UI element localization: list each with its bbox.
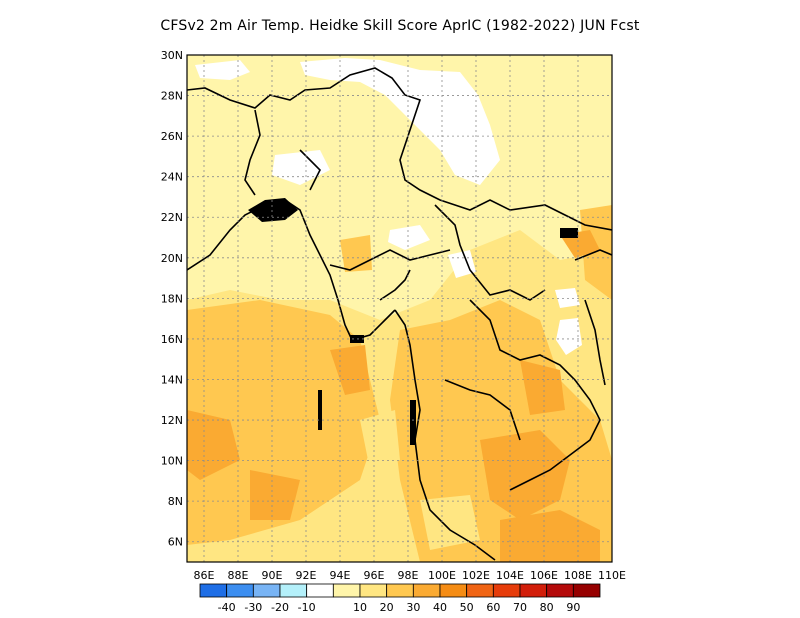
lon-label: 90E <box>262 569 283 582</box>
colorbar-label: 60 <box>486 601 500 614</box>
lon-label: 98E <box>398 569 419 582</box>
colorbar-label: -10 <box>298 601 316 614</box>
lon-label: 102E <box>462 569 490 582</box>
lat-label: 20N <box>161 252 183 265</box>
colorbar-label: 30 <box>406 601 420 614</box>
lat-label: 18N <box>161 292 183 305</box>
colorbar-labels: -40 -30 -20 -10 10 20 30 40 50 60 70 80 90 <box>218 601 581 614</box>
colorbar-label: 80 <box>540 601 554 614</box>
colorbar-swatch <box>386 583 414 598</box>
colorbar-swatch <box>466 583 494 598</box>
colorbar-label: -40 <box>218 601 236 614</box>
latitude-labels: 30N 28N 26N 24N 22N 20N 18N 16N 14N 12N 10N 8N 6N <box>161 49 183 549</box>
lon-label: 104E <box>496 569 524 582</box>
colorbar-label: 40 <box>433 601 447 614</box>
colorbar-swatch <box>546 583 574 598</box>
colorbar-swatch <box>279 583 308 598</box>
colorbar-swatch <box>439 583 468 598</box>
lat-label: 16N <box>161 333 183 346</box>
lon-label: 96E <box>364 569 385 582</box>
map-frame <box>186 54 613 563</box>
longitude-labels: 86E 88E 90E 92E 94E 96E 98E 100E 102E 104E 106E 108… <box>194 569 626 582</box>
colorbar-label: 20 <box>380 601 394 614</box>
colorbar-label: -20 <box>271 601 289 614</box>
lat-label: 28N <box>161 90 183 103</box>
lat-label: 22N <box>161 211 183 224</box>
colorbar-swatch <box>306 583 334 598</box>
lon-label: 94E <box>330 569 351 582</box>
colorbar-swatch <box>226 583 254 598</box>
colorbar-swatch <box>492 583 521 598</box>
colorbar-label: 90 <box>566 601 580 614</box>
lat-label: 10N <box>161 455 183 468</box>
lat-label: 24N <box>161 171 183 184</box>
colorbar-label: 50 <box>460 601 474 614</box>
lat-label: 14N <box>161 373 183 386</box>
colorbar-swatch <box>332 583 361 598</box>
colorbar-label: 10 <box>353 601 367 614</box>
lat-lon-grid <box>187 55 612 562</box>
lon-label: 86E <box>194 569 215 582</box>
colorbar-swatch <box>519 583 548 598</box>
colorbar-label: 70 <box>513 601 527 614</box>
lat-label: 26N <box>161 130 183 143</box>
map-title: CFSv2 2m Air Temp. Heidke Skill Score Ap… <box>160 18 640 34</box>
lat-label: 12N <box>161 414 183 427</box>
colorbar-swatch <box>199 583 228 598</box>
lat-label: 6N <box>168 536 183 549</box>
lon-label: 92E <box>296 569 317 582</box>
lon-label: 88E <box>228 569 249 582</box>
colorbar-swatch <box>252 583 281 598</box>
colorbar-swatch <box>412 583 441 598</box>
skill-score-field <box>187 55 612 562</box>
lon-label: 100E <box>428 569 456 582</box>
colorbar-label: -30 <box>244 601 262 614</box>
colorbar <box>199 583 601 598</box>
colorbar-swatch <box>572 583 601 598</box>
colorbar-swatch <box>359 583 388 598</box>
lat-label: 30N <box>161 49 183 62</box>
lon-label: 110E <box>598 569 626 582</box>
lon-label: 108E <box>564 569 592 582</box>
lat-label: 8N <box>168 495 183 508</box>
lon-label: 106E <box>530 569 558 582</box>
